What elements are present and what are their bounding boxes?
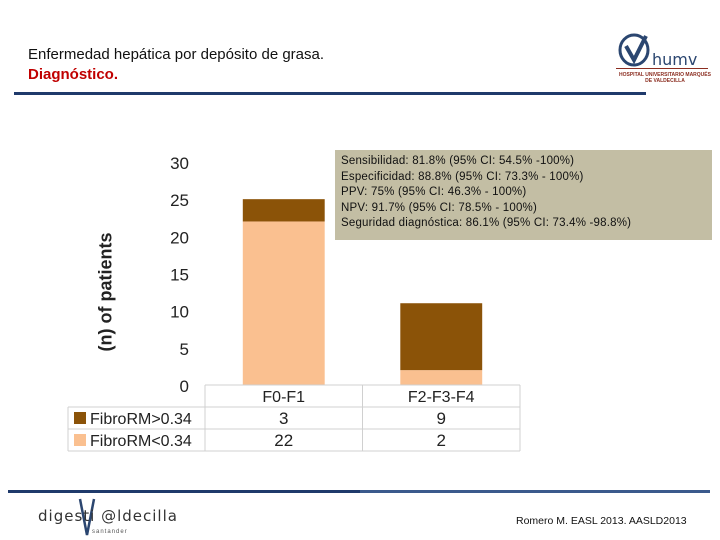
y-tick-label: 0: [180, 377, 189, 396]
hospital-logo-name: humv: [652, 50, 698, 69]
footer-divider-accent: [360, 490, 710, 493]
y-tick-label: 5: [180, 340, 189, 359]
y-tick-label: 10: [170, 303, 189, 322]
bar-f0-f1-fibrorm034: [242, 221, 325, 385]
bar-f0-f1-fibrorm034: [242, 199, 325, 222]
y-tick-label: 25: [170, 191, 189, 210]
hospital-logo-icon: [616, 33, 708, 69]
footer-brand-sub: santander: [92, 529, 128, 535]
footer-brand: digesti @ldecilla: [38, 507, 178, 525]
legend-label: FibroRM<0.34: [90, 433, 192, 450]
legend-swatch: [74, 434, 86, 446]
stat-accuracy: Seguridad diagnóstica: 86.1% (95% CI: 73…: [341, 217, 632, 229]
table-value: 3: [279, 409, 288, 428]
bar-f2-f3-f4-fibrorm034: [400, 303, 483, 371]
x-category-label: F0-F1: [262, 389, 305, 406]
header-divider: [14, 92, 646, 95]
stat-ppv: PPV: 75% (95% CI: 46.3% - 100%): [341, 186, 527, 198]
y-tick-label: 20: [170, 228, 189, 247]
legend-label: FibroRM>0.34: [90, 411, 192, 428]
stacked-bar-chart: 0 5 10 15 20 25 30 F0-F1 F2-F3-F4 FibroRM>0.34 3 9 F…: [67, 154, 521, 452]
bar-f2-f3-f4-fibrorm034: [400, 370, 483, 385]
legend-swatch: [74, 412, 86, 424]
stat-npv: NPV: 91.7% (95% CI: 78.5% - 100%): [341, 201, 538, 214]
x-category-label: F2-F3-F4: [408, 389, 475, 406]
slide-title: Enfermedad hepática por depósito de gras…: [28, 46, 325, 63]
reference-citation: Romero M. EASL 2013. AASLD2013: [516, 515, 687, 527]
y-tick-label: 30: [170, 154, 189, 173]
table-value: 22: [274, 431, 293, 450]
stat-specificity: Especificidad: 88.8% (95% CI: 73.3% - 10…: [341, 170, 584, 183]
table-value: 9: [437, 409, 446, 428]
table-value: 2: [437, 431, 446, 450]
hospital-logo-subtitle: HOSPITAL UNIVERSITARIO MARQUÉS DE VALDEC…: [619, 72, 711, 84]
y-tick-label: 15: [170, 266, 189, 285]
footer-divider: [8, 490, 708, 493]
brand-v-icon: [78, 498, 96, 536]
diagnostic-stats-box: Sensibilidad: 81.8% (95% CI: 54.5% -100%…: [335, 150, 712, 240]
slide-subtitle: Diagnóstico.: [28, 66, 119, 83]
stat-sensitivity: Sensibilidad: 81.8% (95% CI: 54.5% -100%…: [341, 155, 575, 167]
